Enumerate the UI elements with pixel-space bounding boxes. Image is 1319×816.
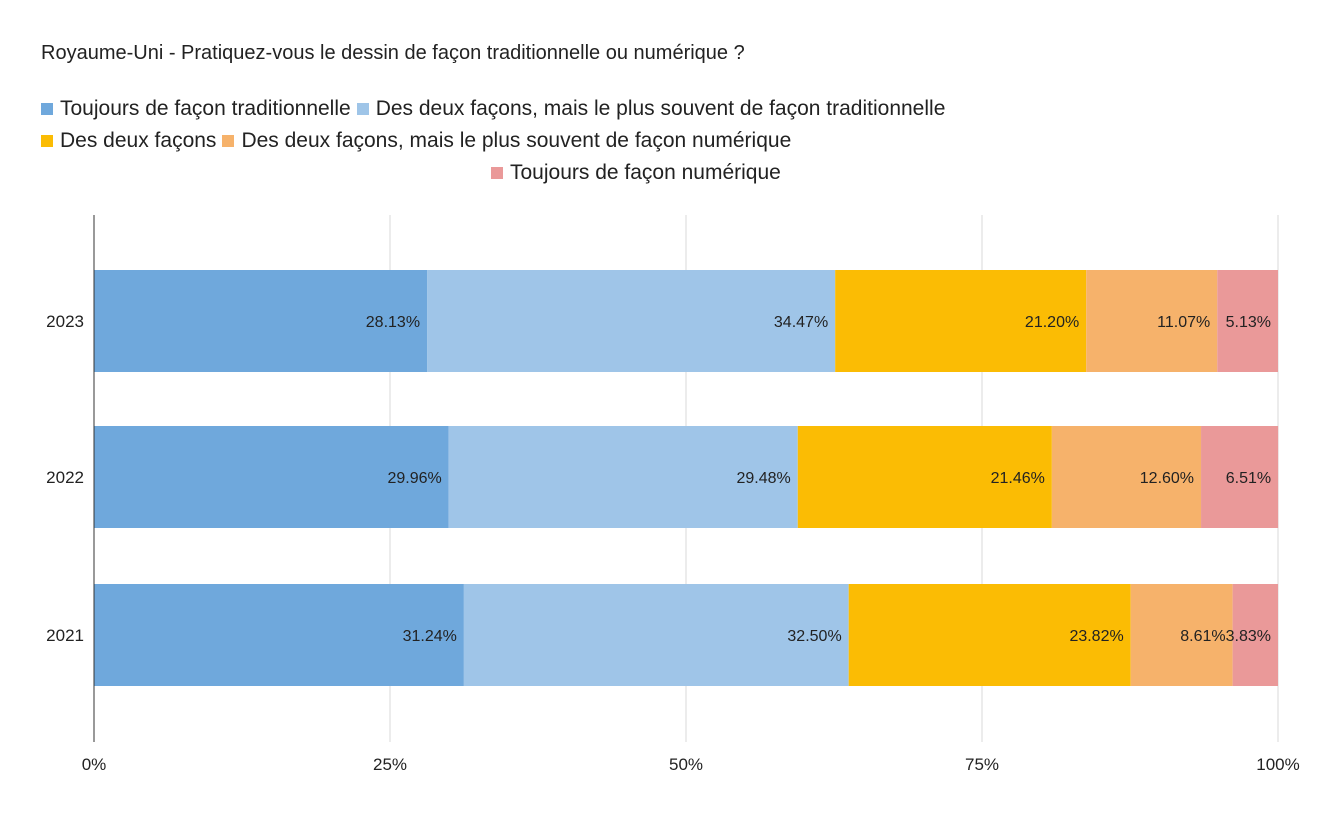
legend-item-traditional-always: Toujours de façon traditionnelle [41,97,351,121]
legend-item-both: Des deux façons [41,129,216,153]
bar-segment [797,426,1052,528]
chart-title: Royaume-Uni - Pratiquez-vous le dessin d… [41,42,745,64]
bar-segment [848,584,1131,686]
legend-swatch [356,103,369,115]
bar-segment [94,584,464,686]
data-label: 29.48% [737,470,791,487]
data-label: 5.13% [1226,314,1271,331]
y-tick-label: 2021 [46,626,84,645]
legend-row-3: Toujours de façon numérique [491,161,787,185]
bar-segment [1130,584,1233,686]
data-label: 3.83% [1226,628,1271,645]
data-label: 23.82% [1069,628,1123,645]
data-label: 6.51% [1226,470,1271,487]
data-label: 8.61% [1180,628,1225,645]
y-tick-label: 2023 [46,312,84,331]
legend-row-2: Des deux façons Des deux façons, mais le… [41,129,797,153]
legend-swatch [491,167,503,179]
bar-segment [1232,584,1278,686]
bar-segment [1051,426,1202,528]
x-tick-label: 50% [669,755,703,774]
bar-segment [1201,426,1279,528]
legend-swatch [41,135,53,147]
y-tick-label: 2022 [46,468,84,487]
bar-segment [94,270,428,372]
legend-item-digital-always: Toujours de façon numérique [491,161,781,185]
legend-item-mostly-digital: Des deux façons, mais le plus souvent de… [222,129,791,153]
data-label: 12.60% [1140,470,1194,487]
x-tick-label: 25% [373,755,407,774]
legend-swatch [41,103,53,115]
legend-item-mostly-traditional: Des deux façons, mais le plus souvent de… [356,97,946,121]
legend-label: Des deux façons, mais le plus souvent de… [375,97,946,120]
data-label: 32.50% [787,628,841,645]
bar-segment [1217,270,1278,372]
bar-segment [427,270,836,372]
legend-label: Des deux façons, mais le plus souvent de… [241,129,792,152]
x-tick-label: 75% [965,755,999,774]
bar-segment [448,426,798,528]
data-label: 31.24% [403,628,457,645]
bar-segment [835,270,1087,372]
x-tick-label: 100% [1256,755,1299,774]
legend-label: Toujours de façon numérique [510,161,781,184]
data-label: 29.96% [387,470,441,487]
data-label: 11.07% [1157,314,1210,331]
bar-segment [1086,270,1218,372]
legend-label: Des deux façons [60,129,217,152]
x-tick-label: 0% [82,755,107,774]
legend-row-1: Toujours de façon traditionnelle Des deu… [41,97,951,121]
bar-segment [94,426,449,528]
data-label: 34.47% [774,314,828,331]
data-label: 21.46% [991,470,1045,487]
data-label: 28.13% [366,314,420,331]
data-label: 21.20% [1025,314,1079,331]
legend-swatch [222,135,235,147]
bar-segment [463,584,849,686]
legend-label: Toujours de façon traditionnelle [60,97,351,120]
